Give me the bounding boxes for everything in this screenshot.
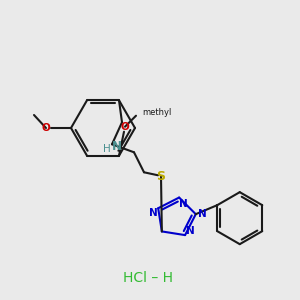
Text: N: N [198,209,207,219]
Text: methyl: methyl [142,108,171,117]
Text: O: O [121,122,129,132]
Text: N: N [186,226,194,236]
Text: HCl – H: HCl – H [123,271,173,285]
Text: H: H [103,144,111,154]
Text: N: N [149,208,158,218]
Text: N: N [179,199,188,208]
Text: S: S [157,170,166,183]
Text: N: N [112,140,122,153]
Text: O: O [42,123,50,133]
